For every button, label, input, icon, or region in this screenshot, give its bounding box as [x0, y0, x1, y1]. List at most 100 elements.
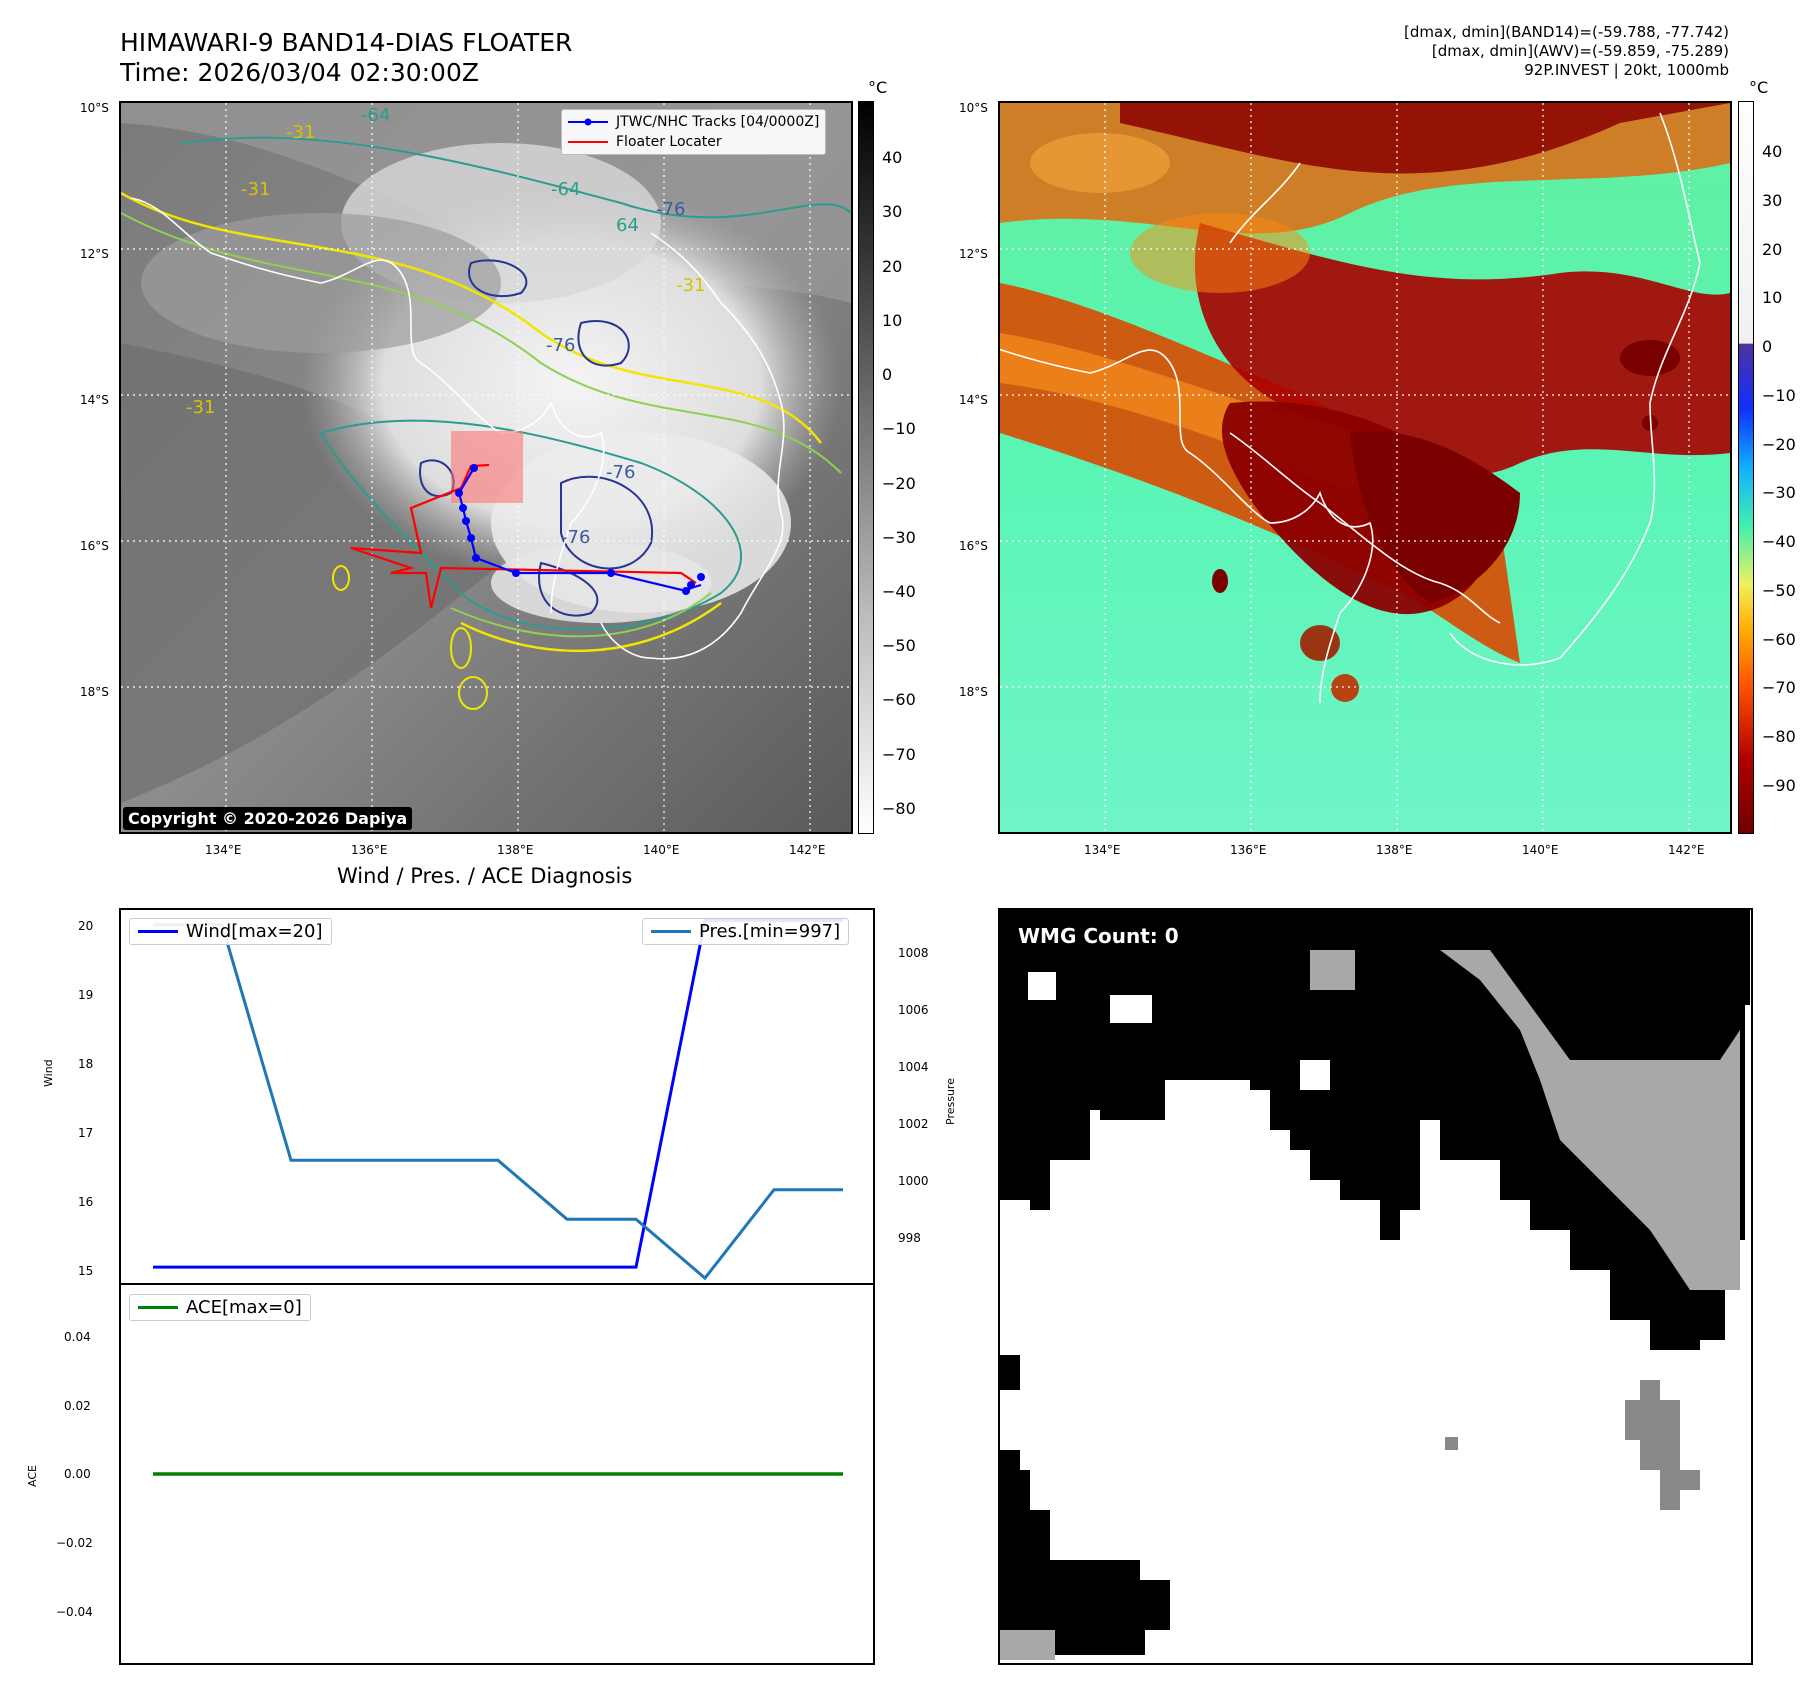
pres-series — [153, 923, 843, 1281]
wind-series — [153, 918, 843, 1269]
awv-lon-tick: 134°E — [1084, 843, 1121, 857]
wmg-count-label: WMG Count: 0 — [1018, 924, 1179, 948]
ace-tick: 0.00 — [64, 1467, 91, 1481]
pres-legend: Pres.[min=997] — [642, 918, 850, 945]
awv-map-svg — [1000, 103, 1730, 832]
legend-jtwc: JTWC/NHC Tracks [04/0000Z] — [568, 112, 819, 132]
ace-tick: −0.02 — [56, 1536, 93, 1550]
title-satellite: HIMAWARI-9 BAND14-DIAS FLOATER — [120, 28, 573, 57]
ir-cb-tick: −30 — [882, 528, 916, 547]
awv-cb-tick: −20 — [1762, 435, 1796, 454]
ir-cb-tick: −80 — [882, 799, 916, 818]
ir-cb-tick: −40 — [882, 582, 916, 601]
pres-legend-label: Pres.[min=997] — [699, 921, 841, 942]
awv-cb-tick: −70 — [1762, 678, 1796, 697]
awv-cb-tick: 0 — [1762, 337, 1773, 356]
ir-cb-tick: −10 — [882, 419, 916, 438]
diagnosis-frame — [119, 908, 875, 1665]
floater-locater-box — [451, 431, 523, 503]
awv-lon-tick: 138°E — [1376, 843, 1413, 857]
ace-axis-label: ACE — [26, 1465, 39, 1487]
ir-lat-tick: 16°S — [80, 539, 109, 553]
wind-legend-swatch — [138, 930, 178, 933]
ace-legend-swatch — [138, 1306, 178, 1309]
ir-cb-tick: −60 — [882, 690, 916, 709]
wind-series-line — [153, 918, 843, 1269]
ir-cb-tick: −20 — [882, 474, 916, 493]
legend-jtwc-swatch — [568, 118, 608, 126]
contour-label: -31 — [241, 179, 270, 200]
legend-jtwc-label: JTWC/NHC Tracks [04/0000Z] — [616, 114, 820, 130]
title-time: Time: 2026/03/04 02:30:00Z — [120, 58, 479, 87]
contour-label: -31 — [676, 275, 705, 296]
ir-map-svg: -64 -31 -31 -31 -64 64 -76 -31 -76 -76 -… — [121, 103, 851, 832]
ir-lat-tick: 14°S — [80, 393, 109, 407]
awv-gridlines — [1000, 103, 1730, 832]
ir-cb-tick: 30 — [882, 202, 903, 221]
awv-lon-tick: 140°E — [1522, 843, 1559, 857]
wmg-gray-region — [1345, 910, 1740, 1290]
awv-cb-tick: 40 — [1762, 142, 1783, 161]
ir-legend: JTWC/NHC Tracks [04/0000Z] Floater Locat… — [561, 109, 827, 155]
info-band14: [dmax, dmin](BAND14)=(-59.788, -77.742) — [1404, 23, 1729, 41]
awv-cb-tick: −60 — [1762, 630, 1796, 649]
wind-legend: Wind[max=20] — [129, 918, 332, 945]
awv-lon-tick: 142°E — [1668, 843, 1705, 857]
wind-tick: 18 — [78, 1057, 94, 1071]
wind-tick: 20 — [78, 919, 94, 933]
awv-cb-tick: 20 — [1762, 240, 1783, 259]
ir-map-panel: -64 -31 -31 -31 -64 64 -76 -31 -76 -76 -… — [119, 101, 853, 834]
pressure-axis-label: Pressure — [944, 1078, 957, 1125]
wmg-svg — [1000, 910, 1750, 1660]
contour-label: -31 — [286, 122, 315, 143]
wind-axis-label: Wind — [42, 1059, 55, 1087]
contour-label: -76 — [656, 199, 685, 220]
figure-title: HIMAWARI-9 BAND14-DIAS FLOATER Time: 202… — [120, 28, 572, 88]
contour-label: -76 — [561, 527, 590, 548]
contour-label: -76 — [546, 335, 575, 356]
awv-cb-tick: −90 — [1762, 776, 1796, 795]
legend-floater: Floater Locater — [568, 132, 819, 152]
wind-tick: 15 — [78, 1264, 94, 1278]
awv-lat-tick: 16°S — [959, 539, 988, 553]
ir-cb-tick: −50 — [882, 636, 916, 655]
awv-coastline-west — [1000, 348, 1374, 704]
diagnosis-svg — [153, 918, 843, 1476]
wind-tick: 16 — [78, 1195, 94, 1209]
pres-series-line — [153, 923, 843, 1281]
contour-label: -64 — [551, 179, 580, 200]
contour-label: -64 — [361, 105, 390, 126]
contour-label: 64 — [616, 215, 639, 236]
awv-colorbar-unit: °C — [1749, 78, 1769, 97]
ir-cb-tick: 20 — [882, 257, 903, 276]
legend-floater-label: Floater Locater — [616, 134, 722, 150]
contour-label: -31 — [186, 397, 215, 418]
ir-lat-tick: 10°S — [80, 101, 109, 115]
awv-lat-tick: 10°S — [959, 101, 988, 115]
ir-cb-tick: 0 — [882, 365, 893, 384]
awv-lon-tick: 136°E — [1230, 843, 1267, 857]
ace-tick: −0.04 — [56, 1605, 93, 1619]
ace-tick: 0.04 — [64, 1330, 91, 1344]
ace-legend-label: ACE[max=0] — [186, 1297, 302, 1318]
pres-tick: 1004 — [898, 1060, 929, 1074]
ir-colorbar — [858, 101, 874, 834]
info-storm: 92P.INVEST | 20kt, 1000mb — [1524, 61, 1729, 79]
wind-tick: 19 — [78, 988, 94, 1002]
copyright-badge: Copyright © 2020-2026 Dapiya — [123, 807, 413, 830]
contour-label: -76 — [606, 462, 635, 483]
ir-lon-tick: 142°E — [789, 843, 826, 857]
awv-cb-tick: −10 — [1762, 386, 1796, 405]
legend-floater-swatch — [568, 141, 608, 143]
ir-cb-tick: −70 — [882, 745, 916, 764]
awv-cb-tick: −40 — [1762, 532, 1796, 551]
awv-coastline-east — [1449, 112, 1701, 666]
awv-lat-tick: 14°S — [959, 393, 988, 407]
ir-lon-tick: 138°E — [497, 843, 534, 857]
wmg-black-region-bottom — [1000, 1450, 1170, 1655]
jtwc-track-points — [455, 464, 705, 595]
ir-lon-tick: 134°E — [205, 843, 242, 857]
pres-tick: 998 — [898, 1231, 921, 1245]
pres-tick: 1000 — [898, 1174, 929, 1188]
wmg-gray-patch — [1625, 1380, 1700, 1510]
